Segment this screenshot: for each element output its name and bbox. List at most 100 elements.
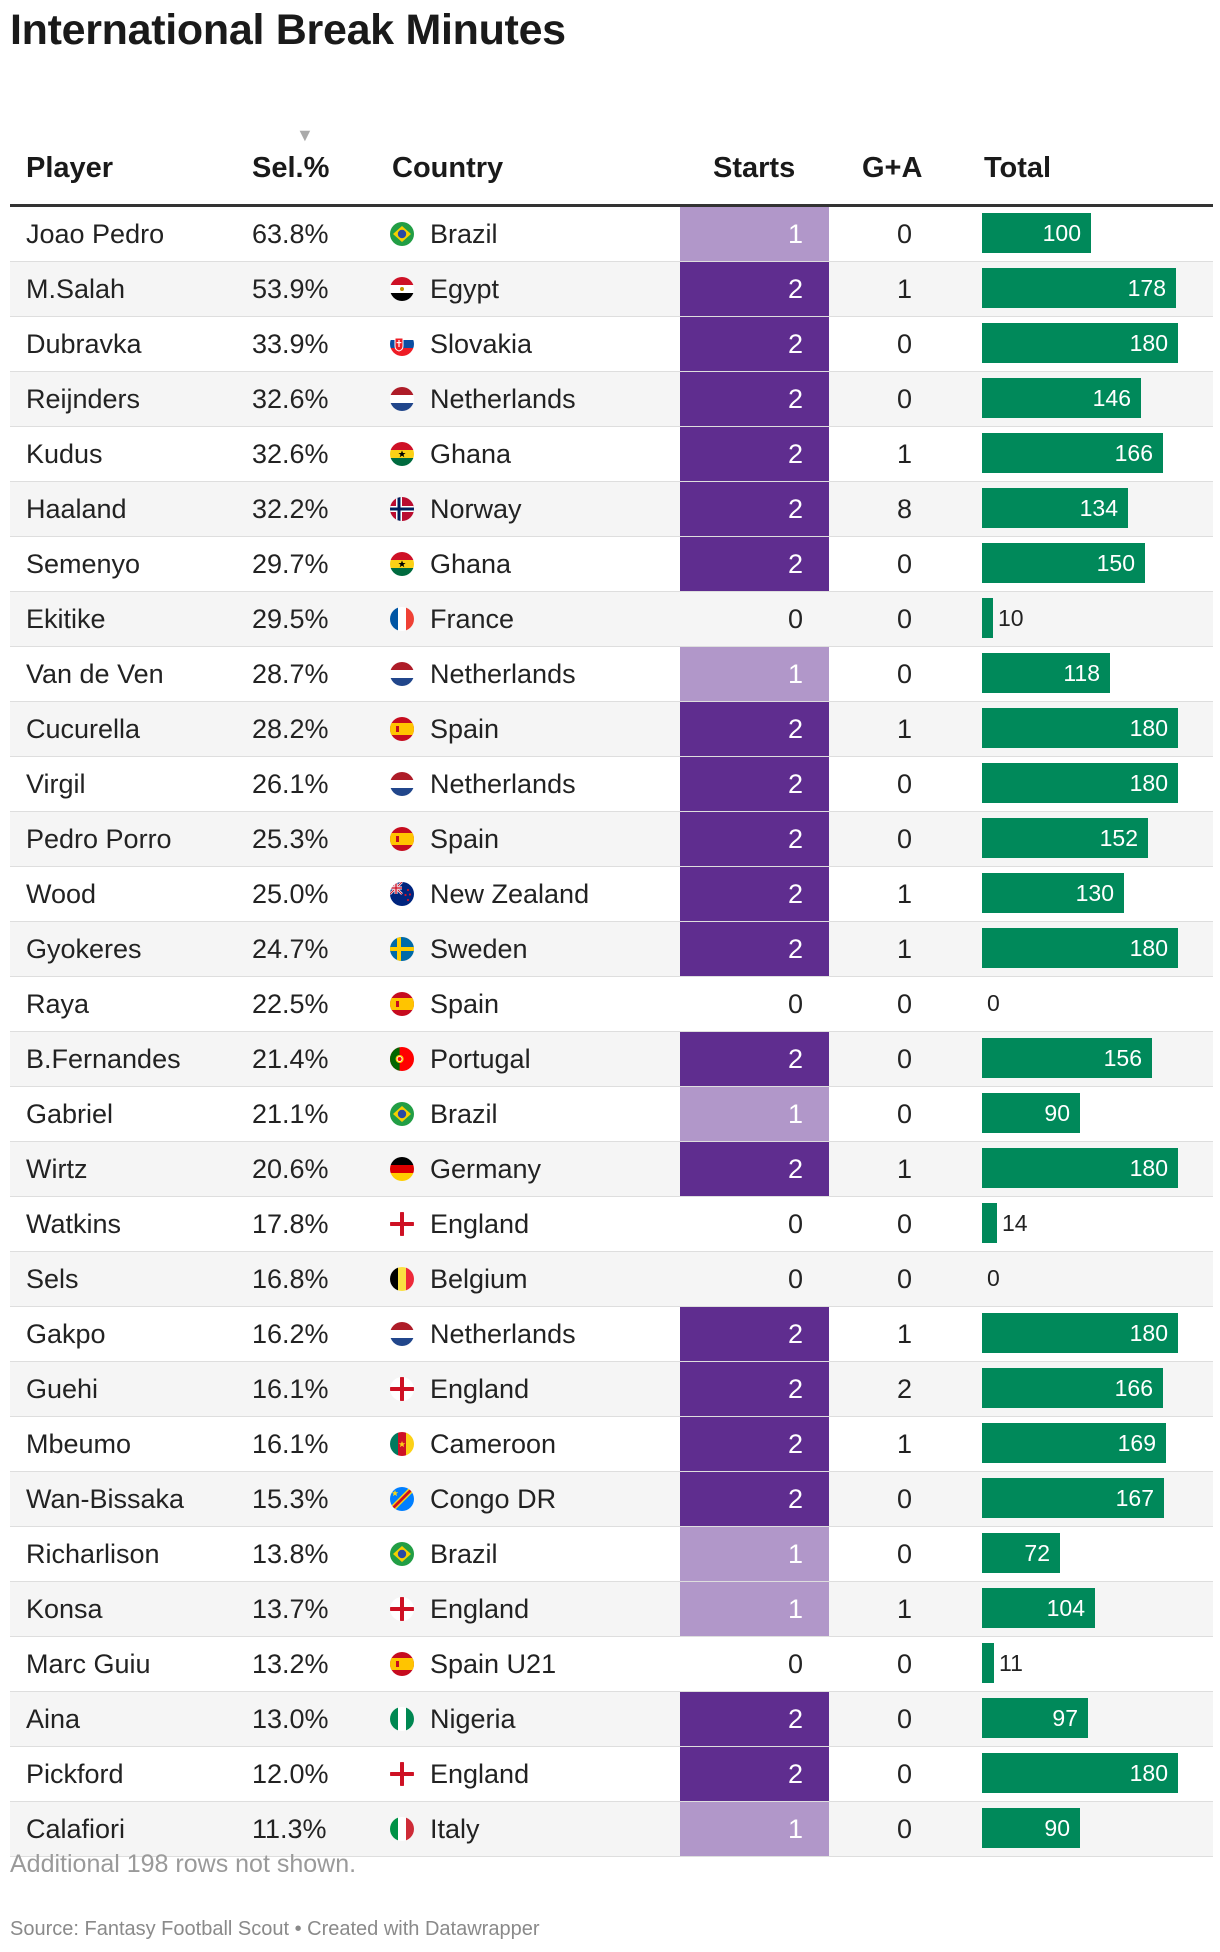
congo-dr-flag-icon (390, 1487, 414, 1511)
total-minutes-cell: 178 (982, 262, 1207, 316)
player-name: B.Fernandes (26, 1044, 181, 1074)
country-name: England (430, 1759, 530, 1789)
total-minutes-label: 166 (1114, 1375, 1153, 1401)
total-minutes-label: 178 (1127, 275, 1166, 301)
header-ga[interactable]: G+A (862, 152, 923, 184)
player-name: Cucurella (26, 714, 141, 744)
total-minutes-cell: 0 (982, 977, 1207, 1031)
header-total[interactable]: Total (984, 152, 1052, 184)
country-name: Ghana (430, 549, 512, 579)
goals-assists: 0 (896, 989, 912, 1019)
total-minutes-label: 104 (1046, 1595, 1085, 1621)
total-minutes-bar (982, 433, 1163, 473)
total-minutes-bar (982, 763, 1178, 803)
table-body: Joao Pedro 63.8% Brazil 1 0 100 M.Salah 53.9% Eg… (10, 207, 1213, 1857)
norway-flag-icon (390, 497, 414, 521)
starts-cell: 1 (680, 1582, 829, 1636)
country-name: Brazil (430, 1539, 498, 1569)
total-minutes-cell: 97 (982, 1692, 1207, 1746)
table-header: Player Sel.% Country Starts G+A Total (10, 148, 1213, 207)
total-minutes-bar (982, 1808, 1080, 1848)
total-minutes-cell: 180 (982, 1307, 1207, 1361)
total-minutes-cell: 180 (982, 1747, 1207, 1801)
header-player[interactable]: Player (26, 152, 114, 184)
ghana-flag-icon (390, 552, 414, 576)
total-minutes-cell: 166 (982, 427, 1207, 481)
rows-not-shown-note: Additional 198 rows not shown. (10, 1850, 357, 1878)
goals-assists: 0 (896, 549, 912, 579)
total-minutes-bar (982, 1038, 1152, 1078)
total-minutes-bar (982, 1698, 1088, 1738)
header-country[interactable]: Country (392, 152, 504, 184)
player-name: Watkins (26, 1209, 122, 1239)
england-flag-icon (390, 1597, 414, 1621)
selected-percent: 13.2% (252, 1649, 329, 1679)
goals-assists: 8 (896, 494, 912, 524)
country-name: England (430, 1594, 530, 1624)
total-minutes-cell: 118 (982, 647, 1207, 701)
goals-assists: 0 (896, 329, 912, 359)
goals-assists: 2 (896, 1374, 912, 1404)
total-minutes-label: 130 (1075, 880, 1114, 906)
goals-assists: 1 (896, 274, 912, 304)
total-minutes-label: 134 (1079, 495, 1118, 521)
selected-percent: 11.3% (252, 1814, 327, 1844)
starts-cell: 2 (680, 757, 829, 811)
player-name: Marc Guiu (26, 1649, 151, 1679)
total-minutes-bar (982, 1313, 1178, 1353)
player-name: Wirtz (26, 1154, 88, 1184)
country-name: Spain (430, 714, 500, 744)
goals-assists: 1 (896, 1319, 912, 1349)
goals-assists: 0 (896, 384, 912, 414)
goals-assists: 0 (896, 1209, 912, 1239)
total-minutes-bar (982, 323, 1178, 363)
player-name: Dubravka (26, 329, 142, 359)
selected-percent: 32.6% (252, 439, 329, 469)
total-minutes-bar (982, 873, 1124, 913)
player-name: Calafiori (26, 1814, 126, 1844)
selected-percent: 24.7% (252, 934, 329, 964)
total-minutes-label: 167 (1115, 1485, 1154, 1511)
table-row: Sels 16.8% Belgium 0 0 0 (10, 1252, 1213, 1307)
brazil-flag-icon (390, 222, 414, 246)
total-minutes-label: 14 (1002, 1210, 1028, 1236)
country-name: Sweden (430, 934, 528, 964)
country-name: Spain (430, 989, 500, 1019)
goals-assists: 0 (896, 769, 912, 799)
egypt-flag-icon (390, 277, 414, 301)
header-starts[interactable]: Starts (713, 152, 796, 184)
country-name: Italy (430, 1814, 480, 1844)
goals-assists: 1 (896, 1154, 912, 1184)
total-minutes-label: 90 (1044, 1815, 1070, 1841)
country-name: England (430, 1374, 530, 1404)
starts-cell: 2 (680, 1747, 829, 1801)
selected-percent: 12.0% (252, 1759, 329, 1789)
england-flag-icon (390, 1377, 414, 1401)
country-name: Spain (430, 824, 500, 854)
sweden-flag-icon (390, 937, 414, 961)
starts-cell: 2 (680, 482, 829, 536)
goals-assists: 1 (896, 879, 912, 909)
player-name: Gyokeres (26, 934, 142, 964)
header-sel[interactable]: Sel.% (252, 152, 330, 184)
france-flag-icon (390, 607, 414, 631)
total-minutes-bar (982, 708, 1178, 748)
total-minutes-bar (982, 598, 993, 638)
total-minutes-label: 10 (998, 605, 1024, 631)
selected-percent: 25.0% (252, 879, 329, 909)
table-row: Joao Pedro 63.8% Brazil 1 0 100 (10, 207, 1213, 262)
starts-cell: 2 (680, 427, 829, 481)
starts-cell: 2 (680, 1307, 829, 1361)
starts-cell: 0 (787, 1209, 803, 1239)
sort-indicator-icon[interactable]: ▼ (296, 125, 314, 145)
total-minutes-cell: 156 (982, 1032, 1207, 1086)
total-minutes-cell: 90 (982, 1087, 1207, 1141)
player-name: Gakpo (26, 1319, 106, 1349)
total-minutes-bar (982, 1643, 994, 1683)
goals-assists: 0 (896, 1704, 912, 1734)
goals-assists: 0 (896, 824, 912, 854)
selected-percent: 29.5% (252, 604, 329, 634)
netherlands-flag-icon (390, 772, 414, 796)
player-name: Sels (26, 1264, 79, 1294)
table-row: Guehi 16.1% England 2 2 166 (10, 1362, 1213, 1417)
